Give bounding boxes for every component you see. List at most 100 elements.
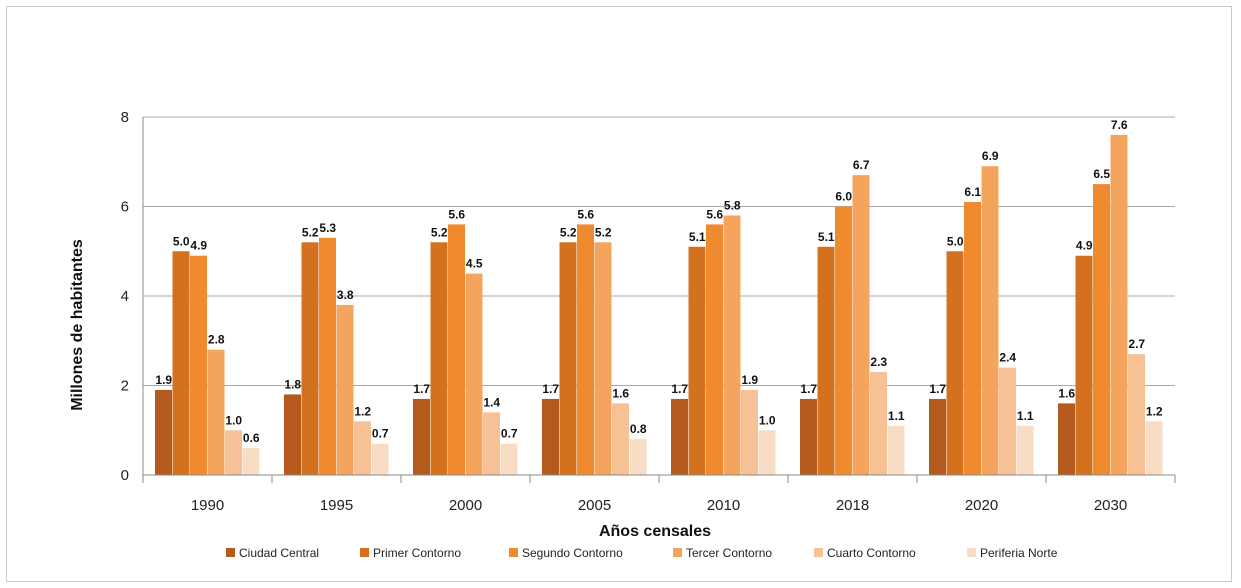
- x-axis-title: Años censales: [599, 523, 711, 540]
- data-label: 1.1: [1017, 409, 1034, 423]
- bar: [466, 274, 483, 475]
- bar: [689, 247, 706, 475]
- data-label: 1.8: [284, 377, 301, 391]
- data-label: 0.6: [243, 431, 260, 445]
- data-label: 5.2: [560, 225, 577, 239]
- data-label: 2.8: [208, 333, 225, 347]
- data-label: 2.3: [870, 355, 887, 369]
- bar: [354, 421, 371, 475]
- bar: [1146, 421, 1163, 475]
- data-label: 0.7: [372, 427, 389, 441]
- bar: [759, 430, 776, 475]
- data-label: 0.8: [630, 422, 647, 436]
- data-label: 1.2: [354, 404, 371, 418]
- bar: [173, 251, 190, 475]
- bar: [448, 224, 465, 475]
- bar: [595, 242, 612, 475]
- legend-label: Tercer Contorno: [686, 546, 772, 560]
- x-tick-label: 2018: [836, 497, 869, 514]
- data-label: 5.2: [431, 225, 448, 239]
- legend-label: Cuarto Contorno: [827, 546, 916, 560]
- data-label: 4.5: [466, 257, 483, 271]
- bar: [542, 399, 559, 475]
- bar: [853, 175, 870, 475]
- bar: [818, 247, 835, 475]
- bar: [706, 224, 723, 475]
- bar: [982, 166, 999, 475]
- data-label: 5.2: [595, 225, 612, 239]
- data-label: 6.0: [835, 190, 852, 204]
- data-label: 3.8: [337, 288, 354, 302]
- data-label: 5.6: [448, 207, 465, 221]
- bar: [413, 399, 430, 475]
- data-label: 1.7: [929, 382, 946, 396]
- bar: [835, 207, 852, 476]
- data-label: 6.1: [964, 185, 981, 199]
- bar: [947, 251, 964, 475]
- y-tick-label: 4: [121, 288, 129, 305]
- legend-swatch: [967, 548, 976, 557]
- data-label: 1.1: [888, 409, 905, 423]
- data-label: 0.7: [501, 427, 518, 441]
- data-label: 5.8: [724, 198, 741, 212]
- bar: [319, 238, 336, 475]
- data-label: 1.7: [542, 382, 559, 396]
- data-label: 2.4: [999, 351, 1016, 365]
- x-tick-label: 2030: [1094, 497, 1127, 514]
- bar: [225, 430, 242, 475]
- data-label: 1.7: [671, 382, 688, 396]
- bar: [190, 256, 207, 475]
- x-tick-label: 2005: [578, 497, 611, 514]
- bar: [999, 368, 1016, 475]
- data-label: 1.4: [483, 395, 500, 409]
- data-label: 1.6: [612, 386, 629, 400]
- y-axis-title: Millones de habitantes: [69, 239, 86, 411]
- bar: [577, 224, 594, 475]
- x-tick-label: 2010: [707, 497, 740, 514]
- data-label: 1.0: [225, 413, 242, 427]
- data-label: 5.2: [302, 225, 319, 239]
- legend-swatch: [673, 548, 682, 557]
- legend-swatch: [226, 548, 235, 557]
- bar: [560, 242, 577, 475]
- legend-label: Segundo Contorno: [522, 546, 623, 560]
- data-label: 5.1: [818, 230, 835, 244]
- bar: [964, 202, 981, 475]
- data-label: 5.6: [577, 207, 594, 221]
- data-label: 1.7: [800, 382, 817, 396]
- data-label: 1.6: [1058, 386, 1075, 400]
- data-label: 1.9: [741, 373, 758, 387]
- x-tick-label: 2000: [449, 497, 482, 514]
- bar: [741, 390, 758, 475]
- bar: [888, 426, 905, 475]
- bar: [929, 399, 946, 475]
- x-tick-label: 1990: [191, 497, 224, 514]
- data-label: 5.0: [173, 234, 190, 248]
- data-label: 6.9: [982, 149, 999, 163]
- bar: [870, 372, 887, 475]
- data-label: 1.2: [1146, 404, 1163, 418]
- bar: [501, 444, 518, 475]
- data-label: 4.9: [190, 239, 207, 253]
- y-tick-label: 0: [121, 467, 129, 484]
- y-tick-label: 8: [121, 109, 129, 126]
- bar: [1058, 403, 1075, 475]
- bar: [372, 444, 389, 475]
- bar: [671, 399, 688, 475]
- bar: [155, 390, 172, 475]
- bar: [612, 403, 629, 475]
- legend-label: Ciudad Central: [239, 546, 319, 560]
- bar: [800, 399, 817, 475]
- data-label: 5.0: [947, 234, 964, 248]
- bar: [630, 439, 647, 475]
- data-label: 5.1: [689, 230, 706, 244]
- bar: [1017, 426, 1034, 475]
- data-label: 4.9: [1076, 239, 1093, 253]
- legend-swatch: [509, 548, 518, 557]
- bar: [208, 350, 225, 475]
- legend-label: Periferia Norte: [980, 546, 1058, 560]
- bars-layer: [155, 135, 1163, 475]
- data-label: 1.9: [155, 373, 172, 387]
- bar: [1128, 354, 1145, 475]
- data-label: 5.6: [706, 207, 723, 221]
